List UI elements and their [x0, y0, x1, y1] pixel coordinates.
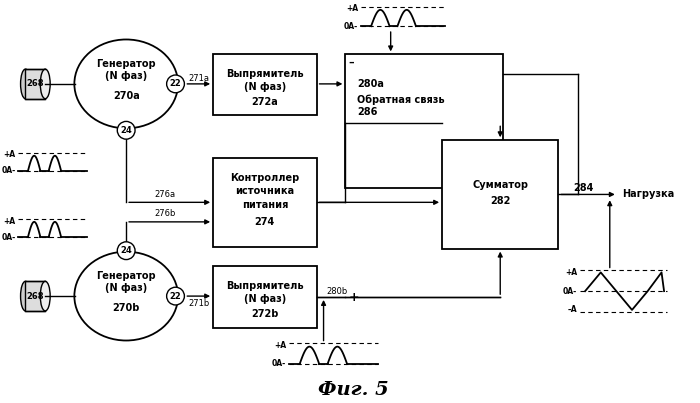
Ellipse shape	[74, 252, 178, 341]
Text: 276b: 276b	[154, 210, 175, 218]
Text: 271b: 271b	[188, 299, 209, 307]
Text: Генератор: Генератор	[97, 271, 156, 281]
FancyBboxPatch shape	[213, 158, 316, 247]
Text: Обратная связь: Обратная связь	[357, 94, 444, 105]
Text: (N фаз): (N фаз)	[105, 71, 147, 81]
Text: 280a: 280a	[357, 79, 384, 89]
FancyBboxPatch shape	[213, 266, 316, 328]
Circle shape	[118, 242, 135, 260]
Text: +: +	[348, 291, 359, 303]
Text: питания: питания	[241, 200, 288, 210]
Text: источника: источника	[235, 187, 295, 197]
Ellipse shape	[41, 69, 50, 99]
Ellipse shape	[41, 281, 50, 311]
Text: +A: +A	[565, 268, 578, 277]
Circle shape	[167, 75, 184, 93]
Text: 272b: 272b	[251, 309, 279, 319]
Text: 280b: 280b	[326, 287, 348, 296]
Text: 268: 268	[27, 292, 44, 301]
Text: (N фаз): (N фаз)	[105, 283, 147, 293]
Text: Выпрямитель: Выпрямитель	[226, 281, 304, 291]
Text: –: –	[348, 57, 354, 67]
FancyBboxPatch shape	[345, 54, 503, 187]
Text: 0A-: 0A-	[563, 287, 578, 296]
Text: (N фаз): (N фаз)	[244, 294, 286, 304]
Text: Контроллер: Контроллер	[230, 172, 300, 183]
Text: 270a: 270a	[113, 91, 139, 101]
Circle shape	[118, 121, 135, 139]
Ellipse shape	[74, 39, 178, 128]
Text: 282: 282	[490, 196, 510, 206]
Text: 286: 286	[357, 106, 377, 116]
Text: Генератор: Генератор	[97, 59, 156, 69]
Text: 22: 22	[169, 79, 181, 88]
Text: 271a: 271a	[188, 75, 209, 83]
Text: 22: 22	[169, 292, 181, 301]
Text: +A: +A	[4, 216, 15, 226]
Text: +A: +A	[274, 341, 286, 350]
Circle shape	[167, 287, 184, 305]
Text: 24: 24	[120, 126, 132, 135]
Text: 0A-: 0A-	[1, 233, 15, 241]
Text: 0A-: 0A-	[272, 359, 286, 368]
FancyBboxPatch shape	[25, 281, 46, 311]
Text: +A: +A	[346, 4, 358, 13]
Ellipse shape	[20, 69, 30, 99]
Text: 270b: 270b	[113, 303, 140, 313]
Ellipse shape	[20, 281, 30, 311]
Text: 0A-: 0A-	[1, 166, 15, 175]
Text: 0A-: 0A-	[344, 22, 358, 31]
FancyBboxPatch shape	[442, 140, 559, 249]
FancyBboxPatch shape	[213, 54, 316, 116]
Text: (N фаз): (N фаз)	[244, 82, 286, 92]
Text: 274: 274	[255, 217, 275, 227]
Text: –A: –A	[568, 305, 578, 314]
Text: +A: +A	[4, 150, 15, 160]
Text: Сумматор: Сумматор	[473, 180, 528, 189]
FancyBboxPatch shape	[25, 69, 46, 99]
Text: 276a: 276a	[154, 190, 175, 199]
Text: 272a: 272a	[251, 97, 278, 107]
Text: 268: 268	[27, 79, 44, 88]
Text: 284: 284	[573, 183, 594, 193]
Text: Выпрямитель: Выпрямитель	[226, 69, 304, 79]
Text: Нагрузка: Нагрузка	[622, 189, 675, 199]
Text: 24: 24	[120, 246, 132, 255]
Text: Фиг. 5: Фиг. 5	[318, 381, 388, 399]
